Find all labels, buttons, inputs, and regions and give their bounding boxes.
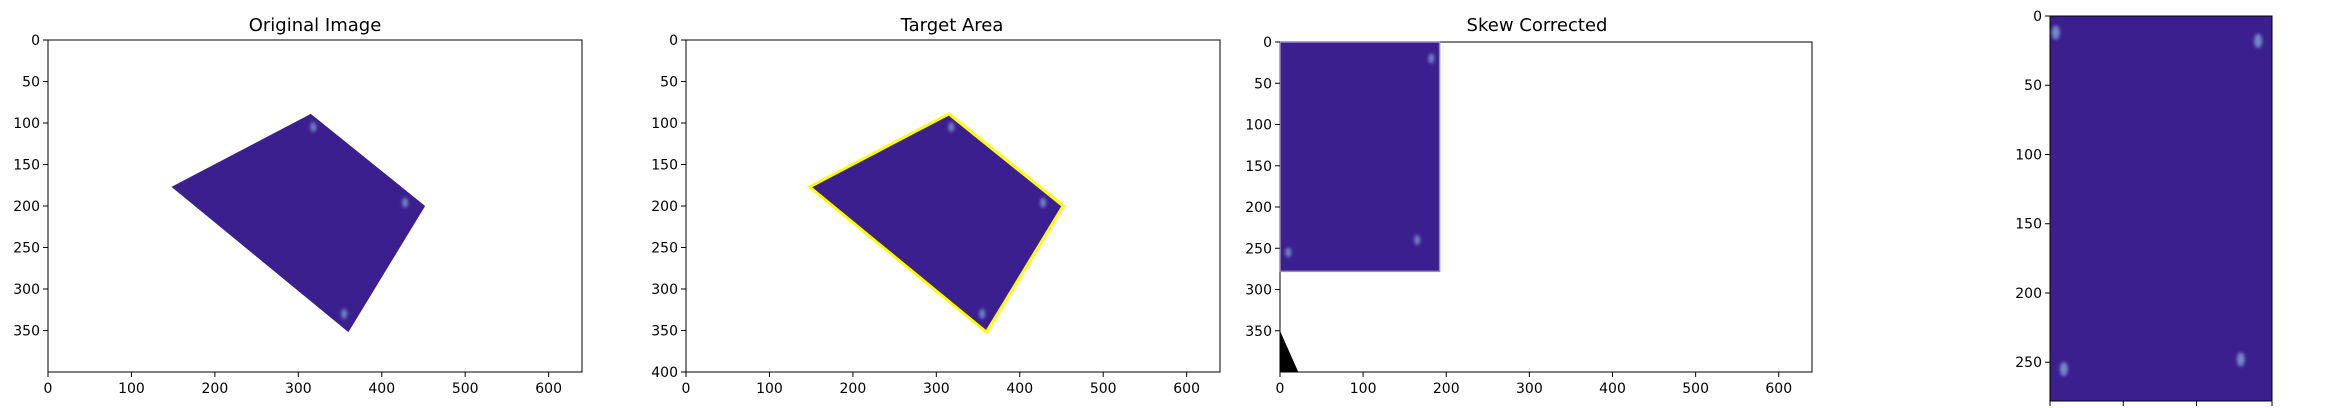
panel-title-target: Target Area bbox=[900, 15, 1004, 36]
x-tick-label: 600 bbox=[535, 381, 562, 397]
speckles-skew bbox=[1285, 53, 1435, 258]
y-tick-label: 300 bbox=[651, 282, 678, 298]
y-tick-label: 200 bbox=[2015, 286, 2042, 302]
y-tick-label: 300 bbox=[1245, 283, 1272, 299]
speckles-cropped bbox=[2051, 25, 2263, 377]
panel-target-area: Target Area 0 100 200 300 400 500 600 0 50 100 150… bbox=[651, 15, 1221, 397]
ticks-cropped: 0 50 100 150 200 250 bbox=[2015, 9, 2273, 406]
x-tick-label: 200 bbox=[202, 381, 229, 397]
panel-cropped-result: 0 50 100 150 200 250 bbox=[2015, 9, 2273, 406]
y-tick-label: 200 bbox=[651, 199, 678, 215]
ticks-target: 0 100 200 300 400 500 600 0 50 100 150 200 250 300 350… bbox=[651, 33, 1200, 397]
y-tick-label: 0 bbox=[1263, 35, 1272, 51]
speckle bbox=[402, 197, 409, 208]
y-tick-label: 250 bbox=[1245, 241, 1272, 257]
y-tick-label: 200 bbox=[13, 199, 40, 215]
ticks-skew: 0 100 200 300 400 500 600 0 50 100 150 200 250 300 350 bbox=[1245, 35, 1792, 397]
y-tick-label: 50 bbox=[660, 75, 678, 91]
y-tick-label: 150 bbox=[2015, 217, 2042, 233]
speckle bbox=[2059, 362, 2068, 377]
speckles-target bbox=[948, 122, 1047, 319]
y-tick-label: 150 bbox=[1245, 159, 1272, 175]
y-tick-label: 250 bbox=[13, 241, 40, 257]
y-tick-label: 400 bbox=[651, 365, 678, 381]
x-tick-label: 100 bbox=[118, 381, 145, 397]
y-tick-label: 300 bbox=[13, 282, 40, 298]
y-tick-label: 50 bbox=[22, 75, 40, 91]
x-tick-label: 0 bbox=[44, 381, 53, 397]
panel-skew-corrected: Skew Corrected 0 100 200 300 400 500 600 0 50 100… bbox=[1245, 15, 1813, 397]
x-tick-label: 500 bbox=[452, 381, 479, 397]
speckle bbox=[1285, 247, 1292, 258]
y-tick-label: 150 bbox=[13, 158, 40, 174]
speckle bbox=[2254, 33, 2263, 48]
speckle bbox=[2236, 352, 2245, 367]
x-tick-label: 300 bbox=[1516, 381, 1543, 397]
panel-title-skew: Skew Corrected bbox=[1467, 15, 1608, 36]
panel-title-original: Original Image bbox=[249, 15, 382, 36]
y-tick-label: 350 bbox=[1245, 324, 1272, 340]
x-tick-label: 400 bbox=[368, 381, 395, 397]
x-tick-label: 0 bbox=[682, 381, 691, 397]
y-tick-label: 50 bbox=[1254, 76, 1272, 92]
speckle bbox=[341, 308, 348, 319]
y-tick-label: 100 bbox=[651, 116, 678, 132]
speckle bbox=[2051, 25, 2060, 40]
cropped-rectangle bbox=[2050, 16, 2272, 401]
axes-frame-cropped bbox=[2049, 15, 2273, 402]
x-tick-label: 400 bbox=[1006, 381, 1033, 397]
y-tick-label: 50 bbox=[2024, 78, 2042, 94]
speckles-original bbox=[310, 122, 409, 319]
quad-target bbox=[806, 112, 1066, 335]
speckle bbox=[948, 122, 955, 133]
ticks-original: 0 100 200 300 400 500 600 0 50 100 150 200 250 300 350 bbox=[13, 33, 562, 397]
x-tick-label: 300 bbox=[285, 381, 312, 397]
y-tick-label: 100 bbox=[13, 116, 40, 132]
x-tick-label: 500 bbox=[1090, 381, 1117, 397]
speckle bbox=[1428, 53, 1435, 64]
speckle bbox=[1414, 235, 1421, 245]
x-tick-label: 200 bbox=[1433, 381, 1460, 397]
x-tick-label: 100 bbox=[1350, 381, 1377, 397]
y-tick-label: 100 bbox=[2015, 147, 2042, 163]
speckle bbox=[1040, 197, 1047, 208]
speckle bbox=[979, 308, 986, 319]
y-tick-label: 350 bbox=[651, 324, 678, 340]
y-tick-label: 200 bbox=[1245, 200, 1272, 216]
quad-original bbox=[171, 113, 426, 333]
black-wedge bbox=[1280, 330, 1299, 372]
x-tick-label: 500 bbox=[1682, 381, 1709, 397]
x-tick-label: 400 bbox=[1599, 381, 1626, 397]
y-tick-label: 250 bbox=[651, 241, 678, 257]
y-tick-label: 0 bbox=[2033, 9, 2042, 25]
x-tick-label: 200 bbox=[840, 381, 867, 397]
y-tick-label: 100 bbox=[1245, 118, 1272, 134]
x-tick-label: 0 bbox=[1276, 381, 1285, 397]
y-tick-label: 250 bbox=[2015, 355, 2042, 371]
y-tick-label: 350 bbox=[13, 324, 40, 340]
y-tick-label: 0 bbox=[669, 33, 678, 49]
x-tick-label: 100 bbox=[756, 381, 783, 397]
x-tick-label: 300 bbox=[923, 381, 950, 397]
speckle bbox=[310, 122, 317, 133]
y-tick-label: 150 bbox=[651, 158, 678, 174]
warped-rectangle bbox=[1279, 41, 1441, 273]
panel-original-image: Original Image 0 100 200 300 400 500 600 0 50 100… bbox=[13, 15, 583, 397]
x-tick-label: 600 bbox=[1765, 381, 1792, 397]
x-tick-label: 600 bbox=[1173, 381, 1200, 397]
y-tick-label: 0 bbox=[31, 33, 40, 49]
